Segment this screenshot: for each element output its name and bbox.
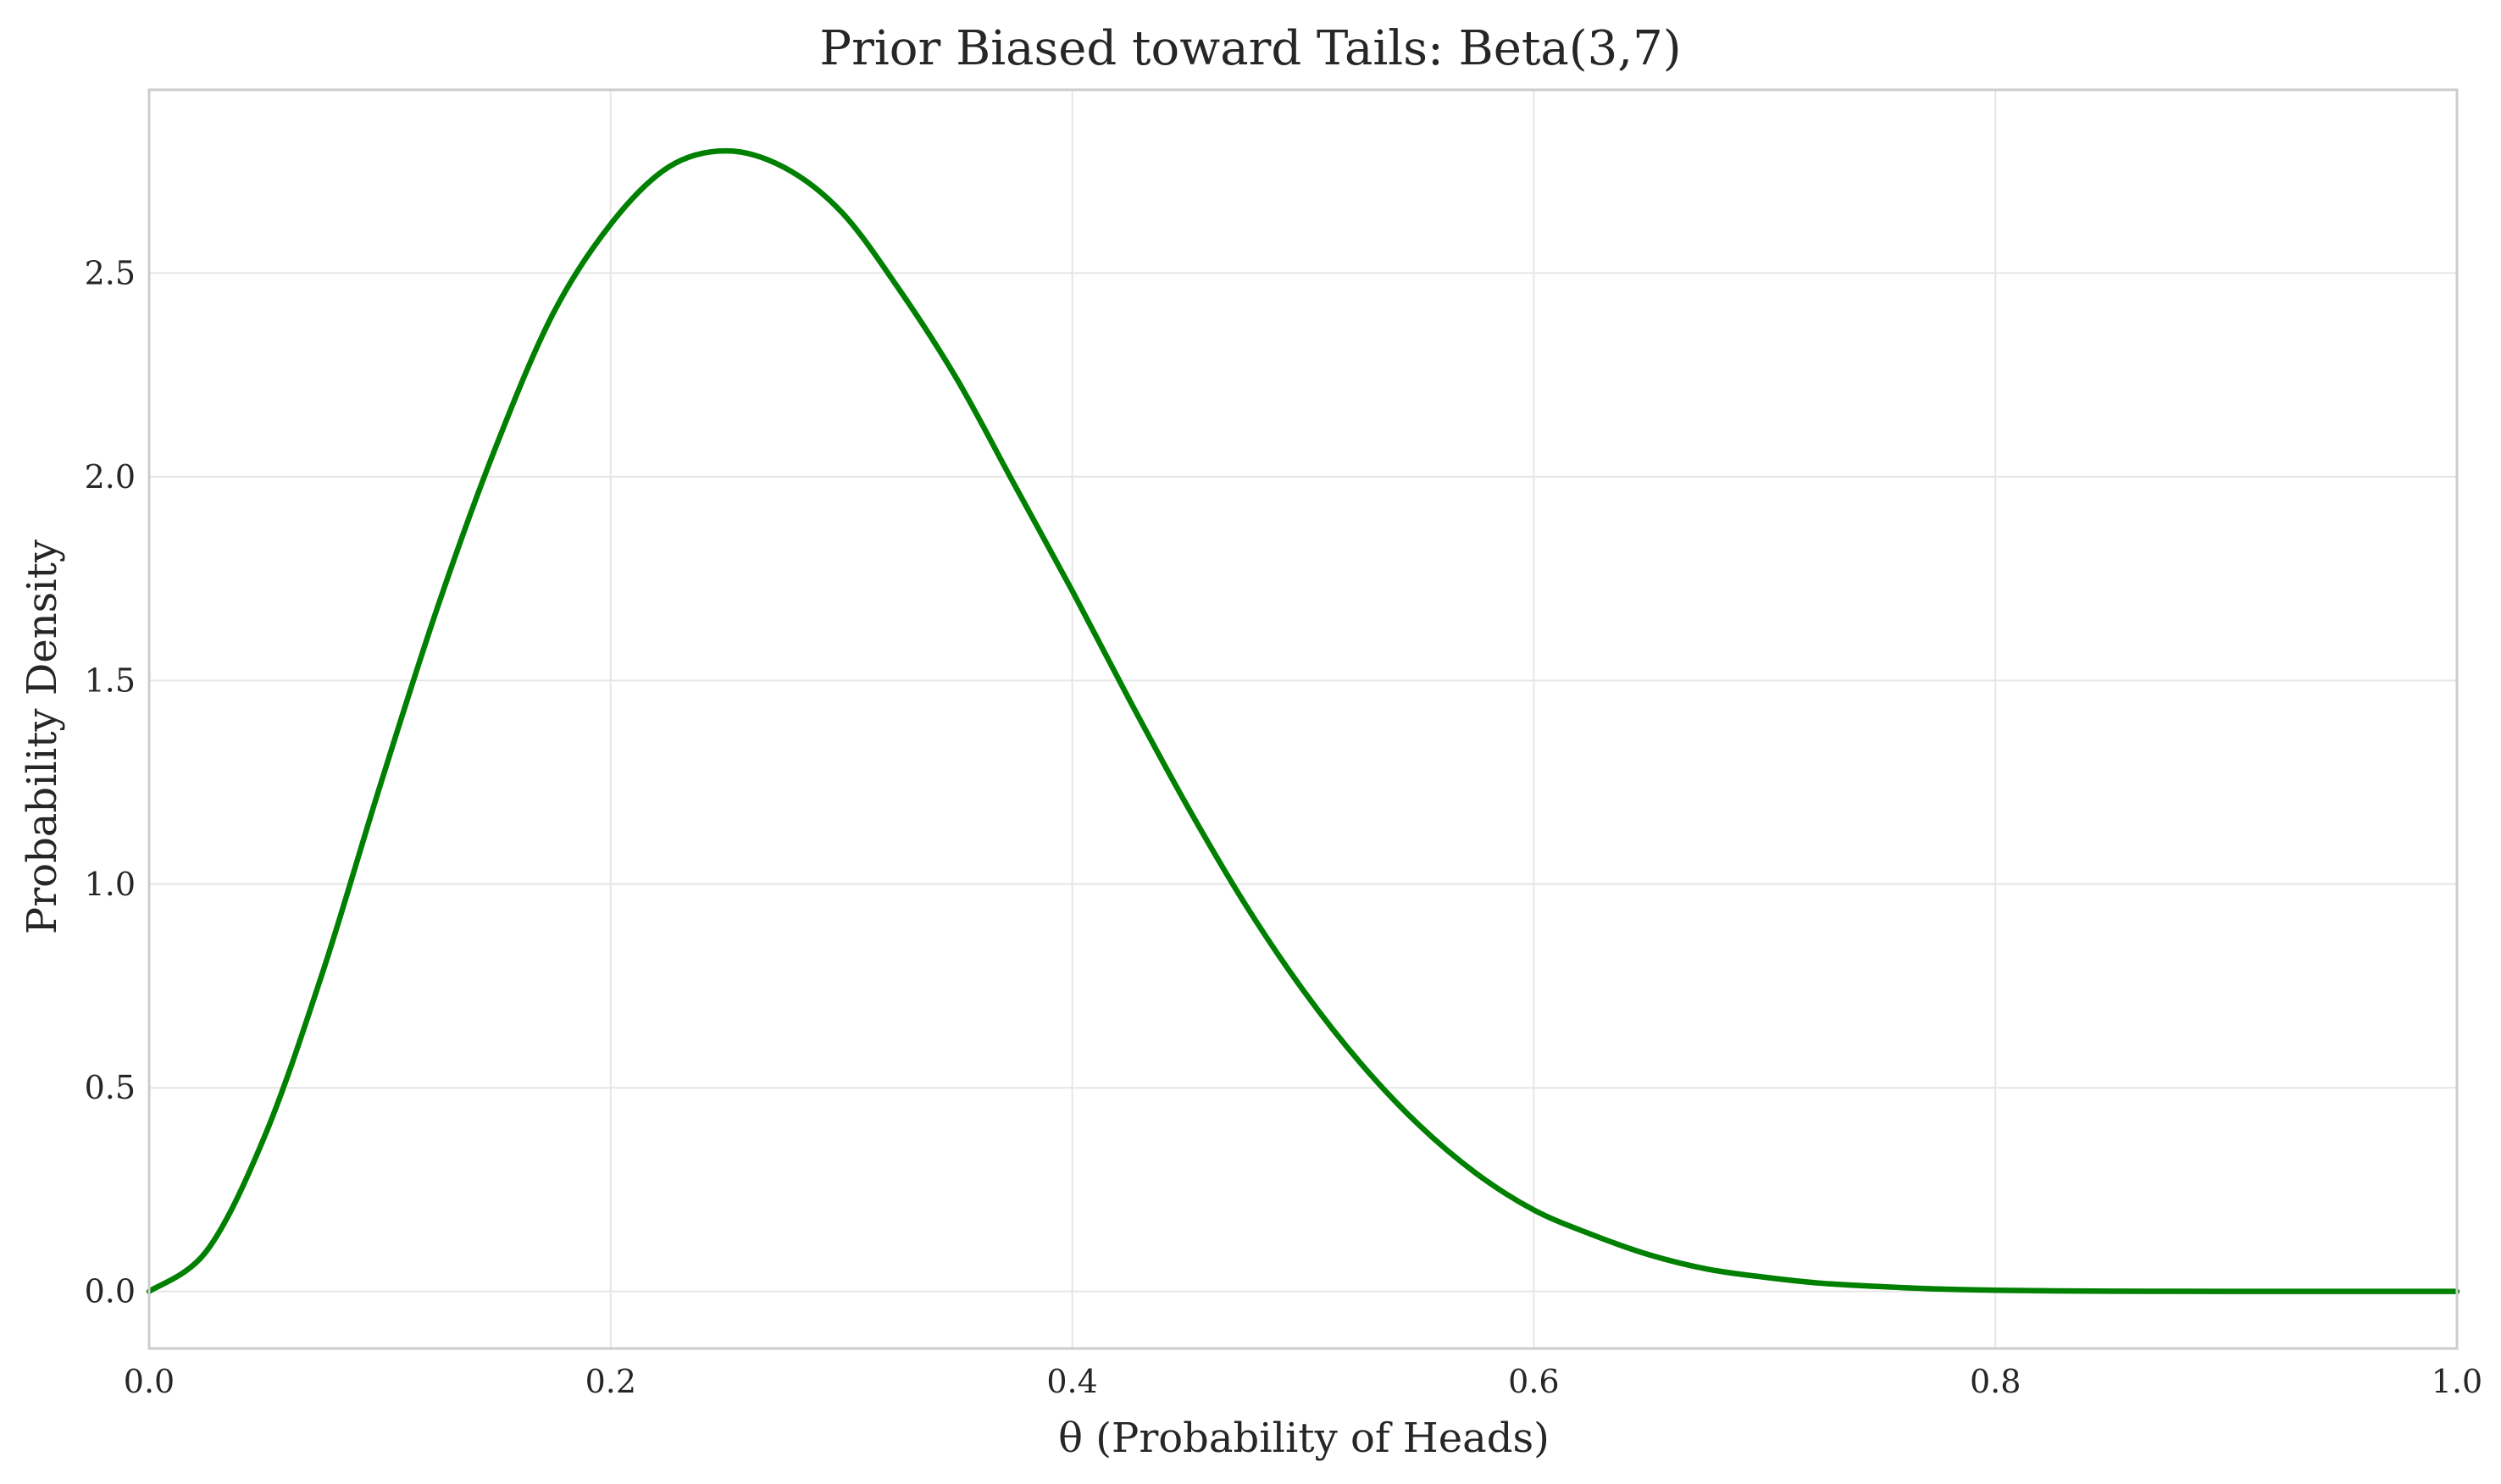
grid bbox=[148, 90, 2458, 1348]
density-curve bbox=[146, 147, 2460, 1294]
x-tick-label: 0.4 bbox=[1046, 1363, 1097, 1400]
series-layer bbox=[146, 147, 2460, 1294]
y-tick-label: 0.0 bbox=[85, 1273, 136, 1310]
x-tick-label: 0.0 bbox=[124, 1363, 175, 1400]
x-tick-label: 0.6 bbox=[1508, 1363, 1559, 1400]
x-tick-label: 0.8 bbox=[1970, 1363, 2021, 1400]
plot-frame bbox=[147, 88, 2459, 1350]
x-tick-labels: 0.0 0.2 0.4 0.6 0.8 1.0 bbox=[124, 1363, 2482, 1400]
y-tick-label: 0.5 bbox=[85, 1069, 136, 1106]
y-tick-label: 1.0 bbox=[85, 866, 136, 903]
x-tick-label: 0.2 bbox=[585, 1363, 636, 1400]
x-axis-label: θ (Probability of Heads) bbox=[1058, 1415, 1550, 1462]
chart-title: Prior Biased toward Tails: Beta(3,7) bbox=[819, 21, 1681, 76]
y-tick-label: 2.0 bbox=[85, 458, 136, 496]
x-tick-label: 1.0 bbox=[2432, 1363, 2482, 1400]
y-tick-labels: 0.0 0.5 1.0 1.5 2.0 2.5 bbox=[85, 254, 136, 1310]
y-axis-label: Probability Density bbox=[19, 540, 66, 934]
y-tick-label: 1.5 bbox=[85, 662, 136, 699]
y-tick-label: 2.5 bbox=[85, 254, 136, 291]
